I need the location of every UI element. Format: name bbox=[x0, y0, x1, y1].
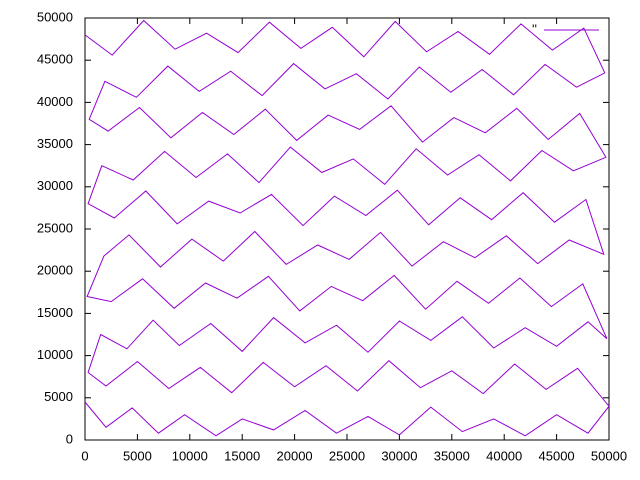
y-tick-label: 25000 bbox=[37, 220, 73, 235]
x-tick-label: 40000 bbox=[486, 448, 522, 463]
y-tick-label: 5000 bbox=[44, 389, 73, 404]
x-tick-label: 15000 bbox=[224, 448, 260, 463]
y-tick-label: 45000 bbox=[37, 52, 73, 67]
series-line bbox=[84, 19, 610, 437]
x-tick-label: 30000 bbox=[381, 448, 417, 463]
y-tick-label: 20000 bbox=[37, 263, 73, 278]
x-tick-label: 50000 bbox=[591, 448, 627, 463]
x-tick-label: 45000 bbox=[539, 448, 575, 463]
x-tick-label: 10000 bbox=[172, 448, 208, 463]
y-tick-label: 40000 bbox=[37, 94, 73, 109]
y-tick-label: 35000 bbox=[37, 136, 73, 151]
x-tick-label: 20000 bbox=[277, 448, 313, 463]
y-tick-label: 0 bbox=[66, 431, 73, 446]
x-tick-label: 0 bbox=[81, 448, 88, 463]
x-tick-label: 5000 bbox=[123, 448, 152, 463]
legend-label: '' bbox=[532, 21, 537, 36]
y-tick-label: 30000 bbox=[37, 178, 73, 193]
y-tick-label: 10000 bbox=[37, 347, 73, 362]
x-tick-label: 25000 bbox=[329, 448, 365, 463]
x-tick-label: 35000 bbox=[434, 448, 470, 463]
y-tick-label: 50000 bbox=[37, 9, 73, 24]
y-tick-label: 15000 bbox=[37, 305, 73, 320]
